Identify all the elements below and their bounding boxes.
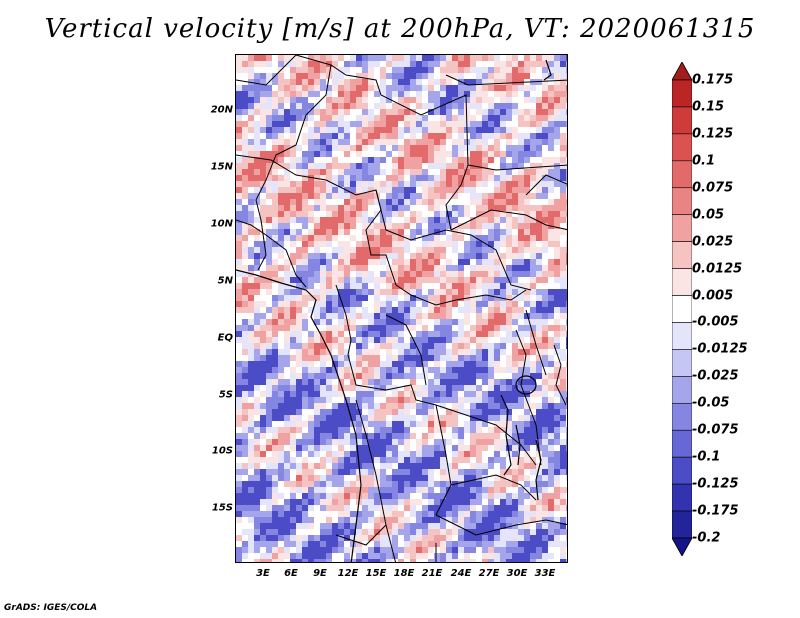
colorbar-tick-label: -0.1	[692, 449, 721, 465]
lon-label-30e: 30E	[506, 568, 528, 579]
colorbar-segment	[672, 268, 692, 296]
coastlines	[236, 59, 552, 562]
lat-label-10s: 10S	[211, 445, 233, 457]
colorbar-segment	[672, 160, 692, 189]
colorbar-tick-label: -0.05	[692, 395, 730, 411]
footer-credit: GrADS: IGES/COLA	[4, 603, 98, 613]
colorbar-tick-label: 0.1	[692, 153, 716, 169]
vertical-velocity-map	[235, 54, 568, 563]
colorbar-segment	[672, 349, 692, 377]
colorbar-segment	[672, 79, 692, 108]
lat-label-15n: 15N	[210, 161, 233, 173]
lon-label-33e: 33E	[534, 568, 556, 579]
colorbar-tick-label: 0.075	[692, 180, 734, 196]
lon-label-3e: 3E	[256, 568, 270, 579]
lon-label-6e: 6E	[284, 568, 298, 579]
lon-label-27e: 27E	[478, 568, 500, 579]
colorbar-bottom-arrow	[672, 537, 692, 556]
lon-label-15e: 15E	[365, 568, 387, 579]
country-borders	[236, 55, 567, 562]
colorbar-tick-label: -0.005	[692, 314, 739, 330]
colorbar-tick-label: 0.175	[692, 72, 734, 88]
lon-label-21e: 21E	[421, 568, 443, 579]
lat-label-20n: 20N	[210, 104, 233, 116]
colorbar-tick-label: -0.075	[692, 422, 739, 438]
lon-label-12e: 12E	[337, 568, 359, 579]
colorbar-tick-label: -0.125	[692, 476, 739, 492]
colorbar-tick-label: 0.005	[692, 288, 734, 304]
colorbar-top-arrow	[672, 62, 692, 81]
colorbar-segment	[672, 510, 692, 539]
colorbar-tick-label: -0.0125	[692, 341, 748, 357]
lat-label-5n: 5N	[217, 275, 233, 287]
lat-label-5s: 5S	[218, 389, 233, 401]
colorbar-segment	[672, 483, 692, 512]
colorbar-segment	[672, 322, 692, 350]
colorbar-segment	[672, 402, 692, 431]
colorbar-tick-label: 0.025	[692, 234, 734, 250]
colorbar-tick-label: 0.15	[692, 99, 725, 115]
colorbar-segment	[672, 456, 692, 485]
colorbar-segment	[672, 187, 692, 216]
colorbar-tick-label: 0.125	[692, 126, 734, 142]
colorbar-segment	[672, 106, 692, 135]
lat-label-15s: 15S	[211, 502, 233, 514]
colorbar-segment	[672, 295, 692, 323]
lon-label-9e: 9E	[313, 568, 327, 579]
colorbar-tick-label: -0.2	[692, 530, 721, 546]
colorbar	[672, 62, 692, 556]
colorbar-tick-label: -0.025	[692, 368, 739, 384]
velocity-field	[236, 55, 567, 562]
lat-label-10n: 10N	[210, 218, 233, 230]
chart-title: Vertical velocity [m/s] at 200hPa, VT: 2…	[44, 14, 756, 44]
colorbar-segment	[672, 133, 692, 162]
lon-label-18e: 18E	[393, 568, 415, 579]
lon-label-24e: 24E	[450, 568, 472, 579]
colorbar-segment	[672, 429, 692, 458]
colorbar-tick-label: 0.0125	[692, 261, 743, 277]
colorbar-segment	[672, 241, 692, 269]
lat-label-eq: EQ	[217, 332, 233, 344]
colorbar-tick-label: 0.05	[692, 207, 725, 223]
colorbar-segment	[672, 376, 692, 404]
colorbar-tick-label: -0.175	[692, 503, 739, 519]
colorbar-segment	[672, 214, 692, 242]
